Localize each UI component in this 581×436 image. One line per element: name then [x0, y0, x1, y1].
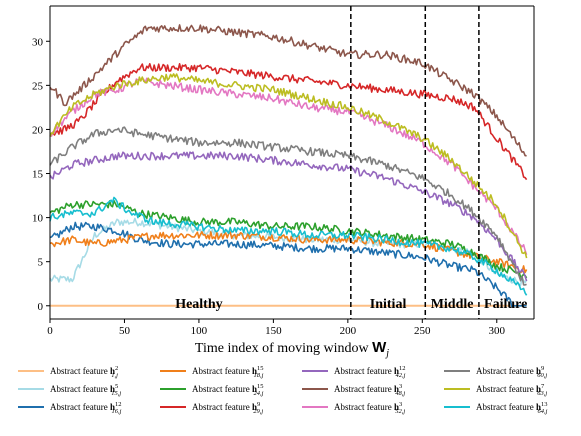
x-tick-label: 200	[340, 325, 357, 337]
series-line-6	[49, 62, 528, 181]
x-tick-label: 150	[265, 325, 282, 337]
legend-label-8: Abstract feature h3 48,j	[334, 383, 405, 397]
legend-label-11: Abstract feature h7 63,j	[476, 383, 547, 397]
x-tick-label: 100	[191, 325, 208, 337]
x-tick-label: 300	[489, 325, 506, 337]
x-tick-label: 250	[414, 325, 431, 337]
y-tick-label: 25	[32, 80, 44, 92]
series-line-3	[49, 221, 527, 308]
series-line-10	[49, 126, 527, 286]
y-tick-label: 0	[38, 301, 44, 313]
phase-label-failure: Failure	[484, 297, 527, 312]
series-line-5	[49, 200, 528, 279]
x-tick-label: 0	[47, 325, 53, 337]
series-line-12	[49, 196, 528, 296]
phase-label-healthy: Healthy	[175, 297, 222, 312]
legend-label-5: Abstract feature h15 24,j	[192, 383, 264, 397]
series-line-7	[49, 151, 528, 282]
y-tick-label: 20	[32, 124, 44, 136]
x-axis-label: Time index of moving window Wj	[195, 339, 389, 359]
legend-label-2: Abstract feature h5 15,j	[50, 383, 121, 397]
legend-label-1: Abstract feature h2 1,j	[50, 365, 118, 379]
legend-label-3: Abstract feature h12 16,j	[50, 401, 122, 415]
y-tick-label: 15	[32, 169, 44, 181]
legend-label-7: Abstract feature h12 42,j	[334, 365, 406, 379]
x-tick-label: 50	[119, 325, 131, 337]
series-line-8	[49, 24, 527, 157]
legend-label-9: Abstract feature h3 52,j	[334, 401, 405, 415]
legend-label-6: Abstract feature h9 29,j	[192, 401, 263, 415]
series-line-11	[49, 73, 528, 259]
phase-label-middle: Middle	[431, 297, 474, 312]
series-line-2	[49, 217, 528, 287]
legend-label-10: Abstract feature h9 60,j	[476, 365, 547, 379]
legend-label-12: Abstract feature h13 64,j	[476, 401, 548, 415]
series-line-4	[49, 231, 528, 274]
y-tick-label: 5	[38, 257, 44, 269]
y-tick-label: 10	[32, 213, 44, 225]
legend-label-4: Abstract feature h15 18,j	[192, 365, 264, 379]
phase-label-initial: Initial	[370, 297, 407, 312]
y-tick-label: 30	[32, 36, 44, 48]
